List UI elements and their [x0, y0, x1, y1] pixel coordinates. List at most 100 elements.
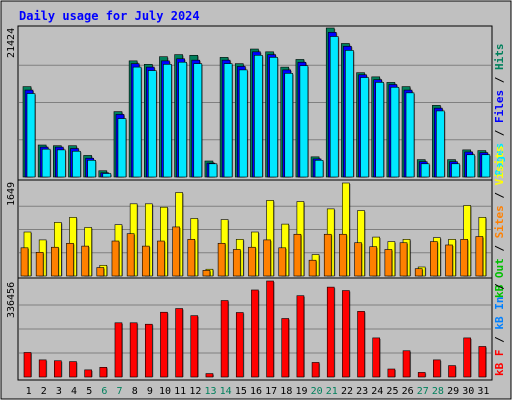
bar-pages-day-5 — [87, 160, 96, 178]
bar-kb-out-day-28 — [433, 359, 441, 378]
bar-pages-day-2 — [41, 148, 51, 178]
x-tick-label-day-5: 5 — [86, 386, 92, 397]
x-tick-label-day-22: 22 — [341, 386, 353, 397]
x-tick-label-day-30: 30 — [462, 386, 474, 397]
bar-pages-day-31 — [481, 154, 491, 178]
bar-pages-day-13 — [208, 163, 218, 178]
bar-pages-day-12 — [193, 63, 203, 178]
bar-sites-day-31 — [475, 236, 484, 277]
bar-kb-out-day-17 — [266, 280, 274, 378]
bar-sites-day-13 — [202, 270, 211, 277]
bar-pages-day-26 — [405, 92, 415, 178]
bar-kb-out-day-21 — [326, 286, 335, 378]
bar-sites-day-1 — [20, 247, 29, 277]
bar-sites-day-6 — [96, 267, 105, 277]
bar-sites-day-15 — [232, 249, 241, 277]
bar-pages-day-24 — [375, 82, 385, 178]
bar-sites-day-25 — [384, 249, 393, 277]
bar-sites-day-3 — [51, 246, 59, 277]
bar-kb-out-day-8 — [129, 322, 138, 378]
bar-pages-day-22 — [345, 50, 354, 178]
bar-kb-out-day-10 — [160, 311, 168, 378]
hits-panel-legend: Pages / Files / Hits — [493, 44, 506, 177]
bar-kb-out-day-30 — [463, 337, 471, 378]
bar-pages-day-9 — [147, 70, 157, 178]
bar-sites-day-14 — [217, 242, 226, 277]
bar-kb-out-day-14 — [220, 300, 229, 378]
bar-pages-day-7 — [117, 118, 127, 178]
bar-sites-day-18 — [278, 247, 287, 277]
bar-pages-day-25 — [390, 86, 400, 178]
x-tick-label-day-14: 14 — [220, 386, 232, 397]
legend-bottom-segment-1: / — [493, 330, 506, 350]
legend-middle-segment-0: kB Out — [493, 258, 506, 298]
bar-pages-day-20 — [314, 160, 324, 178]
visits-max-label: 1649 — [6, 182, 17, 206]
x-tick-label-day-13: 13 — [204, 386, 216, 397]
bar-sites-day-27 — [414, 268, 423, 277]
bar-sites-day-12 — [187, 239, 196, 277]
bar-kb-out-day-2 — [38, 359, 47, 378]
x-tick-label-day-7: 7 — [117, 386, 123, 397]
x-tick-label-day-24: 24 — [371, 386, 383, 397]
legend-middle-segment-4: Visits — [493, 146, 506, 186]
bar-pages-day-16 — [254, 54, 263, 178]
bar-kb-out-day-29 — [448, 365, 456, 378]
bar-kb-out-day-27 — [417, 372, 426, 378]
bar-kb-out-day-7 — [114, 322, 123, 378]
x-tick-label-day-21: 21 — [326, 386, 338, 397]
x-tick-label-day-6: 6 — [101, 386, 107, 397]
bar-pages-day-6 — [102, 173, 112, 178]
kbytes-panel-legend: kB F / kB In / — [493, 283, 506, 376]
bar-sites-day-23 — [354, 242, 362, 277]
x-tick-label-day-31: 31 — [477, 386, 489, 397]
bar-pages-day-15 — [238, 69, 248, 178]
bar-sites-day-24 — [369, 246, 378, 277]
bar-sites-day-7 — [111, 240, 120, 277]
x-tick-label-day-18: 18 — [280, 386, 292, 397]
bar-sites-day-10 — [157, 240, 165, 277]
x-tick-label-day-15: 15 — [235, 386, 247, 397]
bar-pages-day-3 — [57, 149, 66, 178]
bar-sites-day-28 — [430, 241, 438, 277]
bar-sites-day-20 — [308, 259, 317, 277]
bar-pages-day-17 — [269, 57, 278, 178]
legend-bottom-segment-3: / — [493, 283, 506, 297]
legend-top-segment-1: / — [493, 123, 506, 143]
chart-title: Daily usage for July 2024 — [19, 9, 200, 23]
legend-bottom-segment-2: kB In — [493, 297, 506, 330]
x-tick-label-day-12: 12 — [189, 386, 201, 397]
bar-kb-out-day-6 — [99, 366, 108, 378]
bar-sites-day-2 — [35, 252, 44, 277]
bar-pages-day-30 — [466, 154, 475, 178]
bar-sites-day-11 — [172, 226, 180, 277]
bar-sites-day-19 — [293, 233, 302, 277]
bar-sites-day-9 — [141, 245, 150, 277]
bar-kb-out-day-25 — [387, 368, 396, 378]
x-tick-label-day-19: 19 — [295, 386, 307, 397]
x-tick-label-day-16: 16 — [250, 386, 262, 397]
bar-kb-out-day-9 — [144, 323, 153, 378]
legend-top-segment-3: / — [493, 70, 506, 90]
x-tick-label-day-1: 1 — [26, 386, 32, 397]
bar-sites-day-26 — [399, 242, 408, 277]
bar-kb-out-day-19 — [296, 295, 305, 378]
bar-kb-out-day-5 — [84, 369, 92, 378]
bar-pages-day-29 — [451, 163, 460, 178]
bar-kb-out-day-13 — [205, 373, 214, 378]
x-axis-day-labels: 1 2 3 4 5 6 7 8 9 10 11 12 13 14 15 16 17 18 19 20 21 22 23 24 2… — [26, 386, 490, 397]
bar-kb-out-day-26 — [402, 350, 411, 378]
legend-top-segment-0: Pages — [493, 143, 506, 176]
bar-kb-out-day-18 — [281, 318, 290, 378]
bar-kb-out-day-31 — [478, 346, 487, 378]
bar-kb-out-day-16 — [251, 289, 259, 378]
x-tick-label-day-3: 3 — [56, 386, 62, 397]
bar-pages-day-23 — [360, 77, 369, 178]
x-tick-label-day-27: 27 — [417, 386, 429, 397]
x-tick-label-day-9: 9 — [147, 386, 153, 397]
x-tick-label-day-17: 17 — [265, 386, 277, 397]
bar-kb-out-day-3 — [54, 360, 62, 378]
bar-kb-out-day-23 — [357, 311, 365, 378]
x-tick-label-day-25: 25 — [386, 386, 398, 397]
legend-middle-segment-3: / — [493, 185, 506, 205]
